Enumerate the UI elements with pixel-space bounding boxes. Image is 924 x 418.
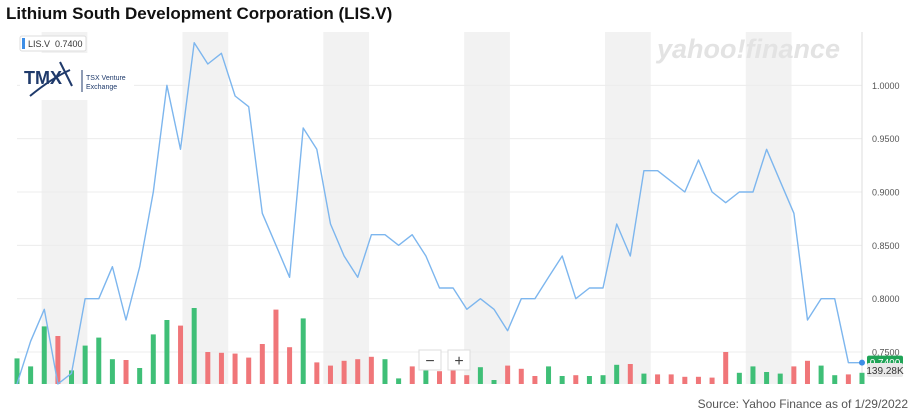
volume-bar: [437, 371, 442, 384]
legend[interactable]: LIS.V 0.7400: [19, 35, 87, 52]
y-tick-label: 0.9500: [872, 134, 900, 144]
volume-bar: [845, 374, 851, 384]
background-band: [323, 32, 370, 384]
y-tick-label: 0.7500: [872, 348, 900, 358]
volume-bar: [477, 367, 483, 384]
volume-bar: [818, 365, 824, 384]
volume-bar: [109, 359, 115, 384]
volume-bar: [600, 375, 606, 384]
zoom-in-button[interactable]: +: [447, 349, 471, 371]
volume-bar: [491, 380, 497, 384]
volume-bar: [832, 375, 838, 384]
volume-badge: [867, 363, 903, 377]
volume-bar: [28, 366, 34, 384]
volume-bar: [641, 373, 647, 384]
zoom-out-button[interactable]: −: [418, 349, 442, 371]
background-band: [604, 32, 651, 384]
tsx-venture-text: TSX Venture: [86, 75, 126, 82]
volume-bar: [327, 365, 333, 384]
volume-bar: [464, 375, 470, 384]
volume-bar: [627, 364, 633, 384]
volume-bar: [314, 362, 320, 384]
volume-bar: [859, 372, 865, 384]
volume-bar: [218, 352, 224, 384]
volume-bar: [682, 376, 688, 384]
volume-bar: [791, 366, 797, 384]
volume-bar: [750, 366, 756, 384]
volume-bar: [259, 344, 265, 384]
volume-bar: [137, 368, 143, 384]
volume-bar: [178, 325, 184, 384]
volume-bar: [246, 357, 252, 384]
volume-bar: [764, 372, 770, 384]
plus-icon: +: [454, 353, 463, 370]
volume-bar: [505, 365, 511, 384]
minus-icon: −: [425, 353, 434, 370]
y-tick-label: 0.8000: [872, 294, 900, 304]
volume-bar: [450, 368, 456, 384]
volume-bar: [273, 309, 279, 384]
yahoo-finance-watermark: yahoo!finance: [655, 34, 840, 64]
volume-bar: [423, 360, 429, 384]
price-line: [16, 42, 862, 385]
volume-bar: [341, 360, 347, 384]
tsx-venture-logo: TMX TSX Venture Exchange: [20, 53, 134, 100]
y-tick-label: 0.9000: [872, 188, 900, 198]
y-tick-label: 1.0000: [872, 81, 900, 91]
volume-bar: [723, 352, 729, 384]
volume-bar: [709, 377, 715, 384]
volume-badge-label: 139.28K: [866, 366, 904, 377]
volume-bar: [205, 352, 211, 384]
volume-bar: [409, 366, 415, 384]
last-price-point: [859, 359, 865, 366]
volume-bar: [559, 376, 565, 384]
volume-bar: [614, 364, 620, 384]
volume-bar: [55, 336, 61, 384]
background-bands: [41, 32, 792, 384]
volume-bar: [668, 374, 674, 384]
volume-bar: [518, 368, 524, 384]
chart-title: Lithium South Development Corporation (L…: [6, 4, 393, 23]
grid-lines: [17, 32, 863, 384]
legend-symbol: LIS.V: [28, 39, 50, 49]
volume-bars: [14, 308, 865, 384]
volume-bar: [69, 370, 75, 384]
volume-bar: [695, 376, 701, 384]
volume-bar: [123, 360, 129, 384]
tmx-text: TMX: [24, 68, 62, 88]
volume-bar: [736, 372, 742, 384]
background-band: [464, 32, 510, 384]
y-axis-ticks: 1.0000 0.9500 0.9000 0.8500 0.8000 0.7500: [872, 81, 900, 358]
volume-bar: [150, 334, 156, 384]
volume-bar: [14, 358, 20, 384]
volume-bar: [804, 360, 810, 384]
volume-bar: [41, 326, 47, 384]
volume-bar: [777, 373, 783, 384]
volume-bar: [96, 337, 102, 384]
volume-bar: [191, 308, 197, 384]
volume-bar: [300, 318, 306, 384]
volume-bar: [368, 356, 374, 384]
y-tick-label: 0.8500: [872, 241, 900, 251]
volume-bar: [396, 378, 402, 384]
volume-bar: [586, 376, 592, 384]
volume-bar: [287, 347, 293, 384]
volume-bar: [232, 353, 238, 384]
volume-bar: [532, 376, 538, 384]
legend-swatch: [22, 38, 25, 49]
volume-bar: [573, 375, 579, 384]
volume-bar: [382, 359, 388, 384]
volume-bar: [546, 366, 552, 384]
legend-value: 0.7400: [55, 39, 83, 49]
background-band: [745, 32, 792, 384]
source-note: Source: Yahoo Finance as of 1/29/2022: [697, 397, 908, 411]
volume-bar: [164, 320, 170, 384]
volume-bar: [82, 345, 88, 384]
exchange-text: Exchange: [86, 84, 117, 91]
volume-bar: [355, 359, 361, 384]
volume-bar: [655, 374, 661, 384]
background-band: [182, 32, 229, 384]
